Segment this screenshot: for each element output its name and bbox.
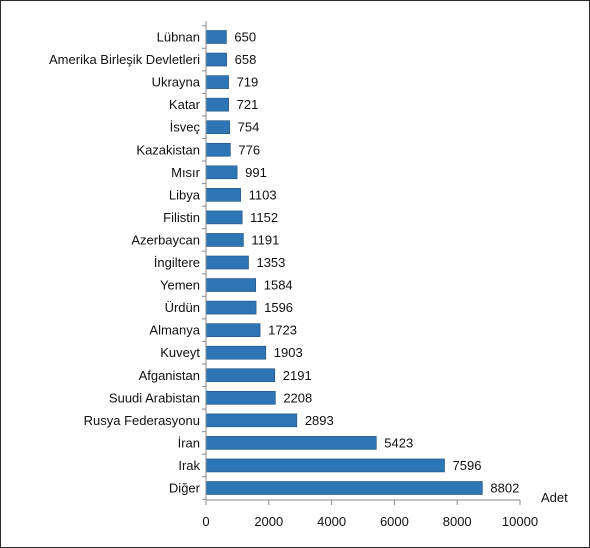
bar-11 [205,278,257,292]
category-label-4: İsveç [170,120,201,135]
category-label-13: Almanya [149,323,200,338]
value-label-8: 1152 [250,210,278,225]
value-label-2: 719 [237,75,259,90]
bar-1 [205,52,227,67]
bar-16 [205,390,276,405]
bar-2 [205,75,229,89]
category-label-10: İngiltere [154,255,200,270]
bar-10 [205,255,249,270]
value-label-11: 1584 [264,278,293,293]
category-label-1: Amerika Birleşik Devletleri [49,52,200,67]
category-label-20: Diğer [169,481,201,496]
value-label-12: 1596 [264,300,293,315]
value-label-0: 650 [234,30,256,45]
value-label-16: 2208 [283,390,312,405]
x-tick-label-1: 2000 [254,514,283,529]
category-label-17: Rusya Federasyonu [84,413,200,428]
value-label-13: 1723 [268,323,297,338]
bar-9 [205,233,244,247]
category-label-9: Azerbaycan [131,232,200,247]
value-label-19: 7596 [453,458,482,473]
category-label-12: Ürdün [165,300,200,315]
bar-7 [205,188,241,202]
x-tick-label-5: 10000 [502,514,538,529]
bar-8 [205,210,243,225]
value-label-3: 721 [237,97,259,112]
category-label-8: Filistin [163,210,200,225]
value-label-1: 658 [235,52,257,67]
category-label-2: Ukrayna [152,75,201,90]
category-label-16: Suudi Arabistan [109,390,200,405]
bar-18 [205,436,377,450]
value-label-9: 1191 [251,232,279,247]
value-label-18: 5423 [384,435,413,450]
category-label-6: Mısır [171,165,201,180]
bar-4 [205,120,230,134]
category-label-18: İran [178,435,200,450]
x-ticks-group: 0 2000 4000 6000 8000 10000 [202,500,538,529]
value-labels-group: 650 658 719 721 754 776 991 1103 1152 1191 1353 158… [234,30,519,496]
bar-19 [205,458,445,473]
value-label-4: 754 [238,120,260,135]
bar-0 [205,30,227,44]
bar-14 [205,345,267,360]
value-label-7: 1103 [249,187,277,202]
x-tick-label-2: 4000 [317,514,346,529]
bar-15 [205,368,276,383]
value-label-10: 1353 [256,255,285,270]
x-tick-label-3: 6000 [380,514,409,529]
category-label-19: Irak [178,458,200,473]
category-label-11: Yemen [160,278,200,293]
bar-13 [205,323,261,337]
value-label-5: 776 [238,142,260,157]
bar-17 [205,413,298,428]
x-axis-title: Adet [541,490,568,505]
category-label-15: Afganistan [139,368,200,383]
bar-5 [205,142,231,157]
category-labels-group: Lübnan Amerika Birleşik Devletleri Ukrayna… [49,30,201,496]
value-label-17: 2893 [305,413,334,428]
x-tick-label-4: 8000 [443,514,472,529]
category-label-7: Libya [169,187,201,202]
category-label-0: Lübnan [157,30,200,45]
bar-3 [205,97,229,112]
bar-12 [205,300,257,315]
axes-group [202,21,520,501]
value-label-15: 2191 [283,368,312,383]
x-tick-label-0: 0 [202,514,209,529]
value-label-20: 8802 [490,481,519,496]
bar-20 [205,481,483,495]
category-label-5: Kazakistan [136,142,200,157]
value-label-6: 991 [245,165,267,180]
category-label-14: Kuveyt [160,345,200,360]
value-label-14: 1903 [274,345,303,360]
bar-6 [205,165,238,180]
category-label-3: Katar [169,97,201,112]
